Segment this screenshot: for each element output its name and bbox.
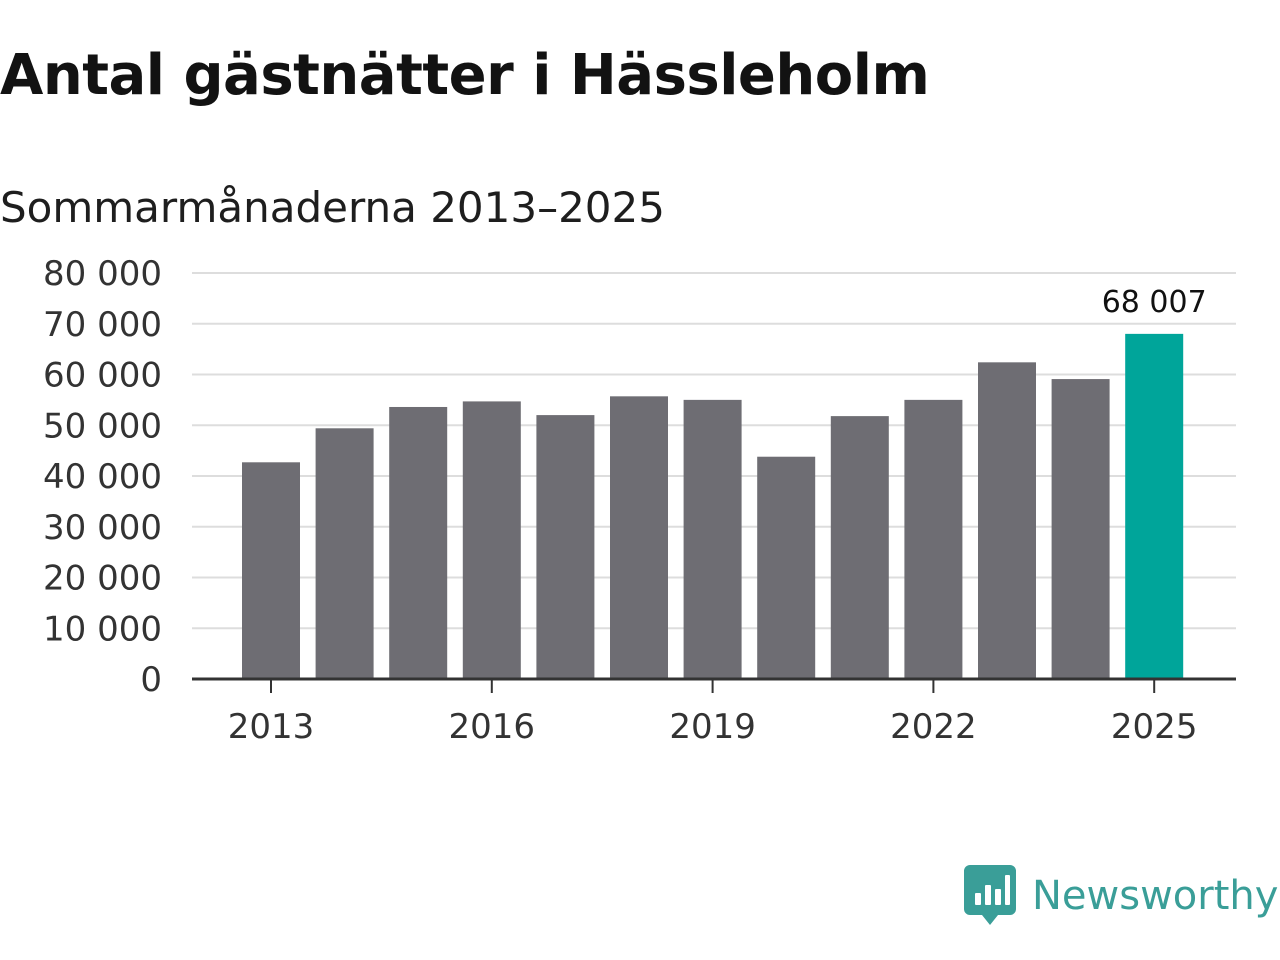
x-tick-label: 2019 xyxy=(669,707,756,747)
y-tick-label: 30 000 xyxy=(43,508,162,548)
bar-2024 xyxy=(1051,379,1110,679)
bar-2014 xyxy=(315,428,374,679)
bar-2021 xyxy=(830,416,889,679)
chart-subtitle: Sommarmånaderna 2013–2025 xyxy=(0,183,665,232)
x-axis-labels: 2013 2016 2019 2022 2025 xyxy=(228,707,1198,747)
bar-2017 xyxy=(536,415,595,679)
chart-title: Antal gästnätter i Hässleholm xyxy=(0,43,930,108)
y-tick-label: 50 000 xyxy=(43,406,162,446)
data-label-2025: 68 007 xyxy=(1102,285,1207,320)
x-tick-label: 2022 xyxy=(890,707,977,747)
x-tick-label: 2013 xyxy=(228,707,315,747)
x-tick-label: 2016 xyxy=(449,707,536,747)
bars xyxy=(242,333,1184,679)
bar-2022 xyxy=(904,399,963,679)
bar-2025 xyxy=(1125,333,1184,679)
y-tick-label: 40 000 xyxy=(43,457,162,497)
bar-2023 xyxy=(978,362,1036,679)
bar-2019 xyxy=(683,399,742,679)
y-tick-label: 0 xyxy=(140,660,162,700)
y-tick-label: 20 000 xyxy=(43,559,162,599)
newsworthy-logo-text: Newsworthy xyxy=(1032,873,1279,919)
bar-2018 xyxy=(610,396,668,679)
bar-2015 xyxy=(389,406,448,679)
bar-2016 xyxy=(462,401,521,679)
x-axis xyxy=(192,677,1236,693)
y-tick-label: 10 000 xyxy=(43,609,162,649)
y-tick-label: 80 000 xyxy=(43,254,162,294)
bar-2020 xyxy=(757,456,816,679)
y-tick-label: 60 000 xyxy=(43,356,162,396)
newsworthy-logo: Newsworthy xyxy=(964,864,1278,928)
data-labels: 68 007 xyxy=(1102,285,1207,320)
y-axis-labels: 0 10 000 20 000 30 000 40 000 50 000 60 000 70 … xyxy=(43,254,162,700)
bar-2013 xyxy=(242,462,300,679)
y-tick-label: 70 000 xyxy=(43,305,162,345)
x-tick-label: 2025 xyxy=(1111,707,1198,747)
newsworthy-logo-icon xyxy=(964,865,1016,925)
